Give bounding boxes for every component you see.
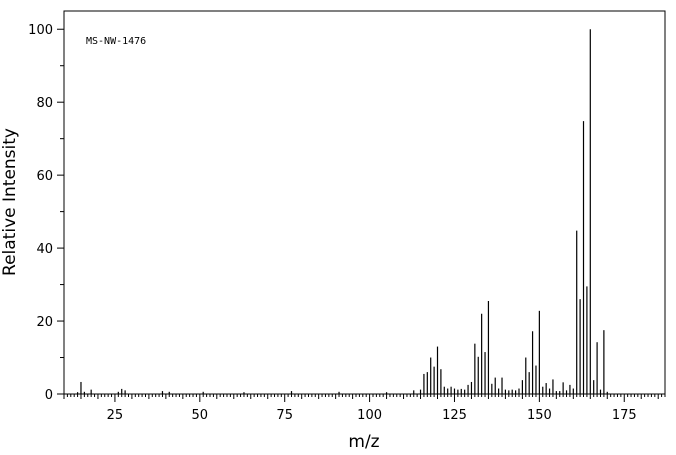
x-axis-ticks: 25 50 75 100 125 150 175 [63, 394, 666, 423]
y-axis-label: Relative Intensity [0, 128, 20, 276]
plot-frame [63, 10, 666, 395]
x-axis-label: m/z [348, 432, 379, 452]
y-tick-label: 20 [36, 315, 53, 330]
x-tick-label: 25 [107, 408, 124, 423]
x-tick-label: 175 [612, 408, 637, 423]
x-tick-label: 100 [357, 408, 382, 423]
y-tick-label: 40 [36, 242, 53, 257]
x-tick-label: 150 [527, 408, 552, 423]
y-tick-label: 80 [36, 96, 53, 111]
spectrum-peaks [76, 29, 608, 394]
spectrum-annotation: MS-NW-1476 [86, 36, 146, 47]
y-tick-label: 100 [28, 23, 53, 38]
y-tick-label: 0 [45, 388, 53, 403]
y-axis-ticks: 0 20 40 60 80 100 [28, 23, 64, 403]
y-tick-label: 60 [36, 169, 53, 184]
x-tick-label: 50 [192, 408, 209, 423]
x-tick-label: 125 [442, 408, 467, 423]
x-tick-label: 75 [276, 408, 293, 423]
